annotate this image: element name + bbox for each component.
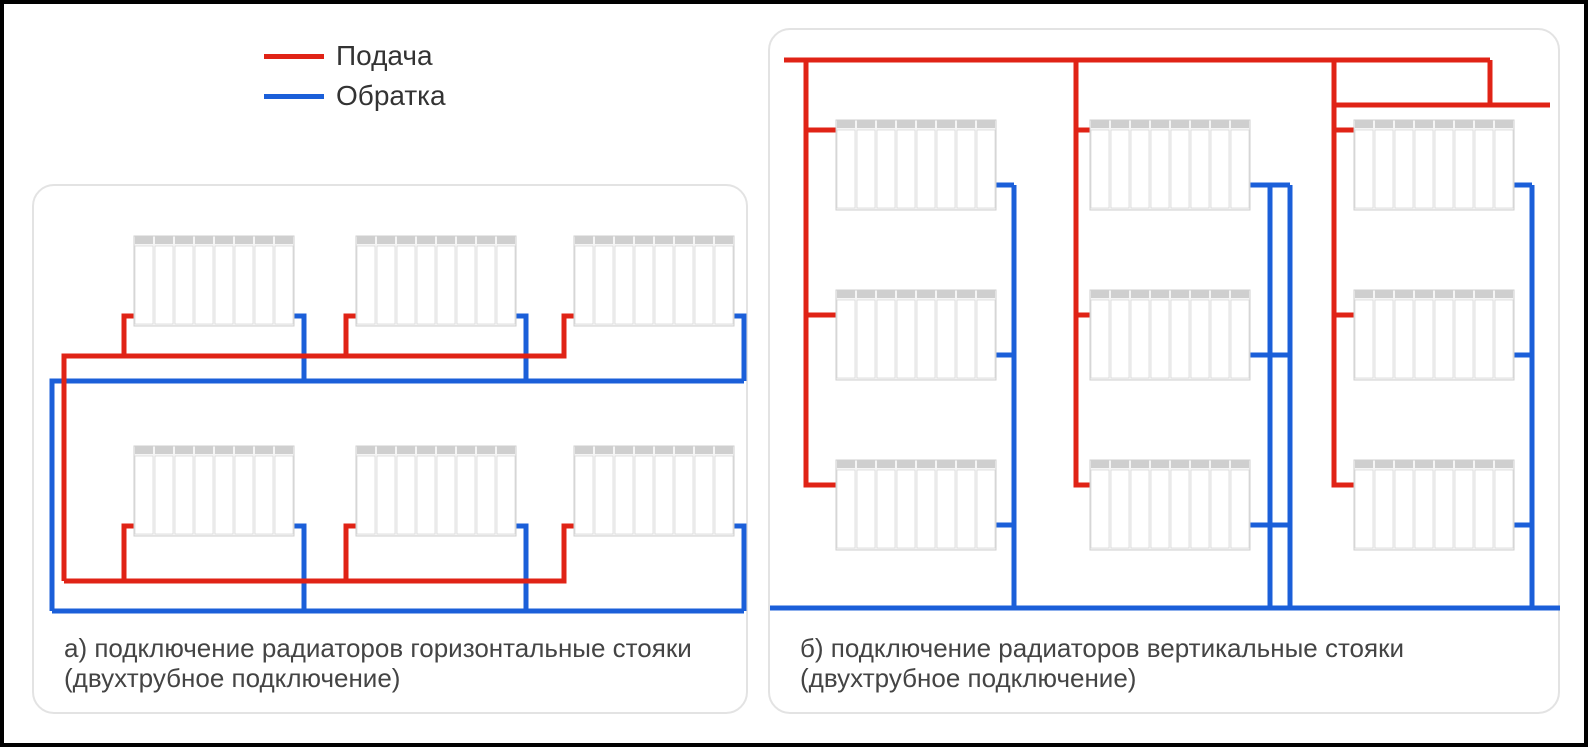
radiator-icon [356, 236, 516, 326]
legend-return-swatch [264, 94, 324, 99]
caption-vertical: б) подключение радиаторов вертикальные с… [800, 634, 1528, 694]
radiator-icon [134, 236, 294, 326]
supply-pipe [1076, 60, 1090, 485]
legend-return-label: Обратка [336, 80, 446, 112]
radiator-icon [1354, 460, 1514, 550]
radiator-icon [1090, 460, 1250, 550]
supply-pipe [806, 60, 836, 485]
return-pipe [294, 526, 304, 611]
radiator-icon [836, 460, 996, 550]
legend-supply-label: Подача [336, 40, 433, 72]
radiator-icon [356, 446, 516, 536]
return-pipe [734, 526, 744, 611]
panel-horizontal: а) подключение радиаторов горизонтальные… [32, 184, 748, 714]
radiator-icon [836, 120, 996, 210]
panel-vertical: б) подключение радиаторов вертикальные с… [768, 28, 1560, 714]
radiator-icon [574, 446, 734, 536]
supply-pipe [64, 526, 134, 581]
radiator-icon [134, 446, 294, 536]
legend-return-row: Обратка [264, 76, 446, 116]
legend-supply-row: Подача [264, 36, 446, 76]
diagram-horizontal [34, 186, 750, 626]
radiator-icon [836, 290, 996, 380]
radiator-icon [574, 236, 734, 326]
radiator-icon [1090, 120, 1250, 210]
radiator-icon [1354, 290, 1514, 380]
legend: Подача Обратка [264, 36, 446, 116]
supply-pipe [1334, 60, 1354, 485]
return-pipe [294, 316, 304, 381]
radiator-icon [1354, 120, 1514, 210]
return-pipe [516, 526, 526, 611]
legend-supply-swatch [264, 54, 324, 59]
radiator-icon [1090, 290, 1250, 380]
return-pipe [516, 316, 526, 381]
return-pipe [734, 316, 744, 381]
caption-horizontal: а) подключение радиаторов горизонтальные… [64, 634, 716, 694]
diagram-vertical [770, 30, 1562, 620]
page: Подача Обратка а) подключение радиаторов… [0, 0, 1588, 747]
